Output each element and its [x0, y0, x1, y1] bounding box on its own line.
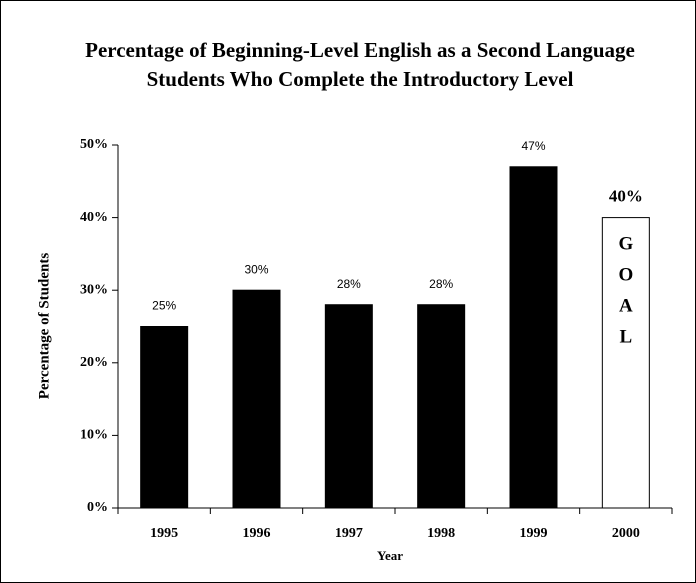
x-axis-label: Year — [377, 548, 403, 563]
x-tick-label: 1996 — [243, 526, 271, 541]
bar — [417, 304, 466, 509]
chart-title: Students Who Complete the Introductory L… — [147, 67, 574, 91]
bar — [601, 217, 650, 509]
y-tick-label: 0% — [87, 500, 108, 515]
x-tick-label: 2000 — [612, 526, 640, 541]
annotation: GOAL — [615, 234, 636, 358]
x-tick-label: 1995 — [150, 526, 178, 541]
bar — [232, 289, 281, 509]
y-axis-label: Percentage of Students — [36, 253, 52, 400]
bar — [509, 166, 558, 509]
y-tick-label: 10% — [80, 428, 108, 443]
value-label: 28% — [429, 277, 453, 291]
y-tick-label: 20% — [80, 355, 108, 370]
y-tick-label: 40% — [80, 210, 108, 225]
bar — [324, 304, 373, 509]
value-label: 30% — [244, 262, 268, 276]
y-tick-label: 30% — [80, 282, 108, 297]
x-tick-label: 1998 — [427, 526, 455, 541]
chart-title: Percentage of Beginning-Level English as… — [85, 38, 635, 62]
value-label: 40% — [609, 187, 643, 206]
y-tick-label: 50% — [80, 137, 108, 152]
value-label: 28% — [337, 277, 361, 291]
x-tick-label: 1999 — [520, 526, 548, 541]
value-label: 25% — [152, 299, 176, 313]
value-label: 47% — [521, 139, 545, 153]
bar — [140, 326, 189, 509]
x-tick-label: 1997 — [335, 526, 363, 541]
